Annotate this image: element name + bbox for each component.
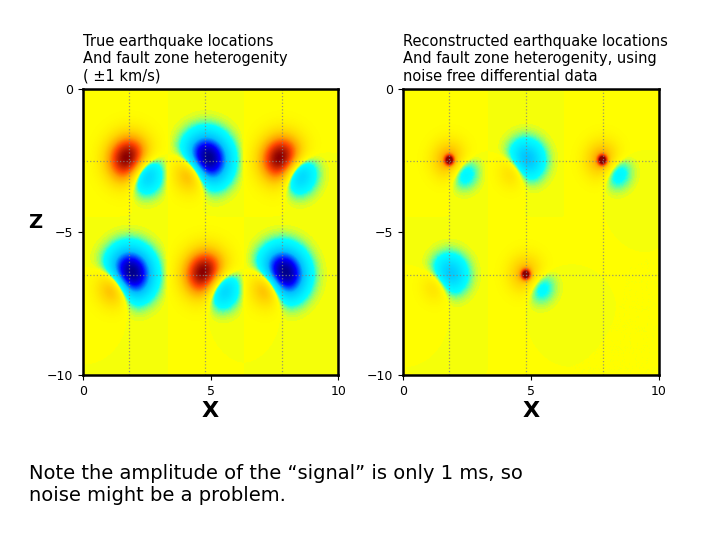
Y-axis label: Z: Z: [29, 213, 42, 232]
X-axis label: X: X: [202, 401, 219, 421]
Text: Reconstructed earthquake locations
And fault zone heterogenity, using
noise free: Reconstructed earthquake locations And f…: [403, 34, 668, 84]
Text: Note the amplitude of the “signal” is only 1 ms, so
noise might be a problem.: Note the amplitude of the “signal” is on…: [29, 464, 523, 505]
X-axis label: X: X: [523, 401, 539, 421]
Text: True earthquake locations
And fault zone heterogenity
( ±1 km/s): True earthquake locations And fault zone…: [83, 34, 287, 84]
